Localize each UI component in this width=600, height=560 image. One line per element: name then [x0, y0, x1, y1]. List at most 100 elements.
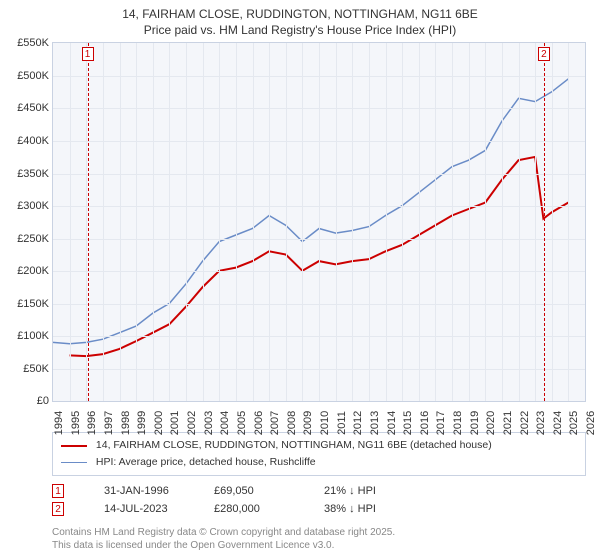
marker-row: 1 31-JAN-1996 £69,050 21% ↓ HPI [52, 482, 586, 500]
gridline-v [485, 43, 486, 401]
x-axis-label: 2021 [502, 408, 514, 438]
marker-diff: 21% ↓ HPI [324, 485, 414, 497]
gridline-v [253, 43, 254, 401]
y-axis-label: £450K [3, 102, 49, 114]
marker-date: 14-JUL-2023 [104, 503, 194, 515]
gridline-v [402, 43, 403, 401]
x-axis-label: 2007 [269, 408, 281, 438]
legend-swatch-property [61, 445, 87, 447]
x-axis-label: 2012 [352, 408, 364, 438]
gridline-v [336, 43, 337, 401]
gridline-v [552, 43, 553, 401]
gridline-v [519, 43, 520, 401]
marker-row: 2 14-JUL-2023 £280,000 38% ↓ HPI [52, 500, 586, 518]
gridline-v [186, 43, 187, 401]
y-axis-label: £550K [3, 37, 49, 49]
gridline-v [269, 43, 270, 401]
gridline-v [103, 43, 104, 401]
x-axis-label: 2020 [485, 408, 497, 438]
x-axis-label: 2016 [419, 408, 431, 438]
legend-swatch-hpi [61, 462, 87, 463]
y-axis-label: £200K [3, 265, 49, 277]
gridline-v [386, 43, 387, 401]
marker-vline [544, 43, 545, 401]
gridline-v [419, 43, 420, 401]
gridline-v [469, 43, 470, 401]
x-axis-label: 2002 [186, 408, 198, 438]
gridline-v [136, 43, 137, 401]
chart-title: 14, FAIRHAM CLOSE, RUDDINGTON, NOTTINGHA… [0, 0, 600, 42]
legend: 14, FAIRHAM CLOSE, RUDDINGTON, NOTTINGHA… [52, 432, 586, 476]
marker-data-rows: 1 31-JAN-1996 £69,050 21% ↓ HPI 2 14-JUL… [52, 482, 586, 518]
legend-label-property: 14, FAIRHAM CLOSE, RUDDINGTON, NOTTINGHA… [96, 439, 492, 451]
y-axis-label: £300K [3, 200, 49, 212]
gridline-v [452, 43, 453, 401]
y-axis-label: £500K [3, 70, 49, 82]
marker-box: 2 [538, 47, 550, 61]
marker-price: £69,050 [214, 485, 304, 497]
y-axis-label: £50K [3, 363, 49, 375]
marker-price: £280,000 [214, 503, 304, 515]
chart-area: £0£50K£100K£150K£200K£250K£300K£350K£400… [52, 42, 586, 402]
x-axis-label: 1995 [70, 408, 82, 438]
x-axis-label: 1999 [136, 408, 148, 438]
x-axis-label: 1996 [86, 408, 98, 438]
x-axis-label: 2014 [386, 408, 398, 438]
x-axis-label: 2000 [153, 408, 165, 438]
marker-box: 1 [82, 47, 94, 61]
footer-line2: This data is licensed under the Open Gov… [52, 539, 586, 552]
gridline-v [369, 43, 370, 401]
y-axis-label: £100K [3, 330, 49, 342]
x-axis-label: 1998 [120, 408, 132, 438]
gridline-v [319, 43, 320, 401]
x-axis-label: 2004 [219, 408, 231, 438]
x-axis-label: 2023 [535, 408, 547, 438]
y-axis-label: £250K [3, 233, 49, 245]
x-axis-label: 2017 [435, 408, 447, 438]
gridline-v [236, 43, 237, 401]
x-axis-label: 2026 [585, 408, 597, 438]
gridline-v [70, 43, 71, 401]
legend-label-hpi: HPI: Average price, detached house, Rush… [96, 456, 316, 468]
y-axis-label: £350K [3, 168, 49, 180]
x-axis-label: 2013 [369, 408, 381, 438]
y-axis-label: £400K [3, 135, 49, 147]
x-axis-label: 2024 [552, 408, 564, 438]
marker-vline [88, 43, 89, 401]
gridline-v [535, 43, 536, 401]
x-axis-label: 2022 [519, 408, 531, 438]
gridline-v [120, 43, 121, 401]
x-axis-label: 2009 [302, 408, 314, 438]
y-axis-label: £0 [3, 395, 49, 407]
gridline-v [286, 43, 287, 401]
x-axis-label: 1994 [53, 408, 65, 438]
x-axis-label: 2025 [568, 408, 580, 438]
gridline-v [568, 43, 569, 401]
footer-attribution: Contains HM Land Registry data © Crown c… [52, 526, 586, 552]
marker-idx: 2 [52, 502, 64, 516]
y-axis-label: £150K [3, 298, 49, 310]
marker-date: 31-JAN-1996 [104, 485, 194, 497]
x-axis-label: 2011 [336, 408, 348, 438]
x-axis-label: 2010 [319, 408, 331, 438]
x-axis-label: 2008 [286, 408, 298, 438]
x-axis-label: 2018 [452, 408, 464, 438]
legend-item-property: 14, FAIRHAM CLOSE, RUDDINGTON, NOTTINGHA… [61, 437, 577, 454]
x-axis-label: 2015 [402, 408, 414, 438]
gridline-v [153, 43, 154, 401]
x-axis-label: 1997 [103, 408, 115, 438]
title-line1: 14, FAIRHAM CLOSE, RUDDINGTON, NOTTINGHA… [0, 6, 600, 22]
marker-idx: 1 [52, 484, 64, 498]
marker-diff: 38% ↓ HPI [324, 503, 414, 515]
footer-line1: Contains HM Land Registry data © Crown c… [52, 526, 586, 539]
x-axis-label: 2019 [469, 408, 481, 438]
gridline-v [502, 43, 503, 401]
x-axis-label: 2003 [203, 408, 215, 438]
gridline-v [302, 43, 303, 401]
gridline-v [219, 43, 220, 401]
gridline-v [352, 43, 353, 401]
gridline-v [435, 43, 436, 401]
x-axis-label: 2005 [236, 408, 248, 438]
legend-item-hpi: HPI: Average price, detached house, Rush… [61, 454, 577, 471]
x-axis-label: 2006 [253, 408, 265, 438]
